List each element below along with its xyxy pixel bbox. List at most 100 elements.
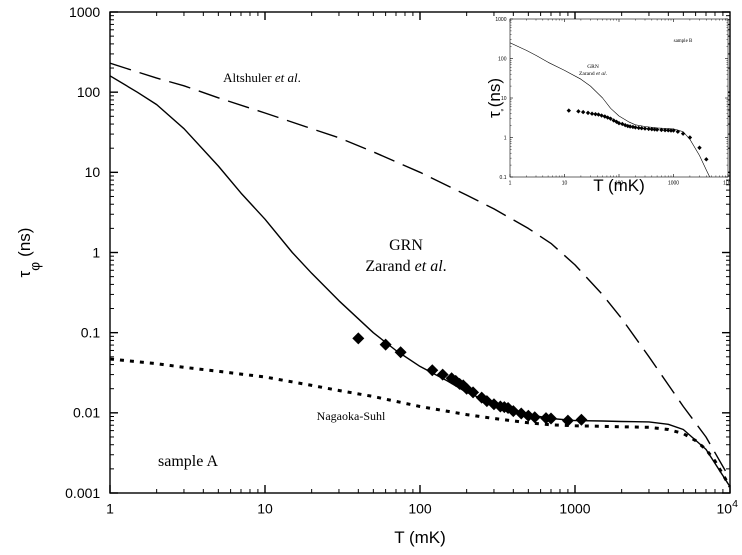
inset-y-tick-label: 10 xyxy=(501,96,507,102)
main-x-tick-label: 1000 xyxy=(559,500,590,516)
inset-plot-frame xyxy=(509,18,729,178)
inset-y-tick-label: 100 xyxy=(498,56,507,62)
inset-x-tick-label: 10 xyxy=(562,180,568,186)
inset-annotation-zarand-part: . xyxy=(606,71,608,77)
main-y-axis-phi: φ xyxy=(27,262,42,271)
inset-x-tick-label: 1000 xyxy=(668,180,679,186)
inset-data-point xyxy=(662,128,668,133)
main-series-1 xyxy=(110,62,730,480)
inset-y-tick-label: 1 xyxy=(504,135,507,141)
inset-data-point xyxy=(649,127,655,132)
inset-y-tick-label: 0.1 xyxy=(500,175,507,181)
inset-x-tick-exp: 4 xyxy=(729,179,731,183)
inset-data-point xyxy=(623,122,628,128)
inset-data-point xyxy=(576,109,581,114)
main-y-tick-label: 0.01 xyxy=(73,405,100,421)
inset-x-axis-title: T (mK) xyxy=(593,176,645,195)
main-y-tick-label: 1000 xyxy=(69,4,100,20)
inset-y-axis-tau: τ xyxy=(485,111,504,118)
main-data-point xyxy=(379,338,392,351)
main-data-point xyxy=(544,412,557,425)
inset-data-point xyxy=(605,115,610,120)
main-x-tick-exp: 4 xyxy=(732,498,738,510)
inset-data-point xyxy=(687,135,693,140)
inset-data-point xyxy=(593,111,598,117)
annotation-zarand-part: et al xyxy=(415,258,444,275)
inset-data-point xyxy=(589,111,595,116)
inset-x-tick-label-last: 104 xyxy=(723,179,731,186)
annotation-altshuler: Altshuler et al. xyxy=(223,70,301,85)
inset-series-0 xyxy=(510,42,711,177)
inset-data-point xyxy=(668,128,674,133)
annotation-sample-a-part: sample A xyxy=(158,453,218,470)
inset-data-point xyxy=(704,157,709,162)
inset-x-tick-label: 100 xyxy=(615,180,624,186)
annotation-nagaoka-suhl-part: Nagaoka-Suhl xyxy=(317,409,386,423)
main-x-axis-title: T (mK) xyxy=(394,528,446,547)
main-x-tick-label-last: 104 xyxy=(716,498,738,516)
inset-data-point xyxy=(580,109,586,115)
inset-data-point xyxy=(642,126,648,131)
inset-y-tick-label: 1000 xyxy=(495,17,506,23)
main-data-point xyxy=(502,401,515,414)
main-series-line-dotted xyxy=(110,357,730,488)
main-y-tick-label: 10 xyxy=(85,164,101,180)
inset-data-point xyxy=(585,110,591,116)
main-y-tick-label: 0.001 xyxy=(65,485,100,501)
inset-x-tick-label: 1 xyxy=(509,180,512,186)
main-data-point xyxy=(426,364,439,377)
annotation-grn: GRN xyxy=(389,237,423,254)
main-series-2 xyxy=(110,357,730,488)
inset-data-point xyxy=(599,113,604,118)
main-y-axis-title: τφ (ns) xyxy=(15,228,42,278)
inset-annotation-zarand: Zarand et al. xyxy=(579,71,608,77)
annotation-altshuler-part: Altshuler xyxy=(223,70,275,85)
inset-data-point xyxy=(675,129,681,134)
main-y-tick-label: 0.1 xyxy=(81,325,101,341)
main-data-point xyxy=(561,414,574,427)
inset-data-point xyxy=(596,112,601,117)
inset-data-point xyxy=(627,124,633,129)
inset-data-point xyxy=(566,108,572,113)
annotation-altshuler-part: et al xyxy=(275,70,298,85)
annotation-sample-a: sample A xyxy=(158,453,218,470)
inset-data-point xyxy=(616,121,622,126)
inset-data-point xyxy=(646,126,651,132)
inset-data-point xyxy=(659,127,664,133)
annotation-altshuler-part: . xyxy=(298,70,301,85)
annotation-zarand-part: Zarand xyxy=(365,258,414,275)
inset-annotation-zarand-part: et al xyxy=(596,71,606,77)
main-y-tick-label: 100 xyxy=(77,84,101,100)
main-data-point xyxy=(467,386,480,399)
main-series-line-solid xyxy=(110,75,730,488)
inset-data-point xyxy=(636,125,641,131)
annotation-zarand: Zarand et al. xyxy=(365,258,446,275)
inset-data-point xyxy=(608,116,613,121)
main-y-tick-label: 1 xyxy=(92,244,100,260)
inset-data-point xyxy=(611,118,616,123)
main-y-axis-unit: (ns) xyxy=(15,228,34,257)
inset-data-point xyxy=(680,131,686,136)
inset-data-point xyxy=(666,128,671,133)
main-y-axis-tau: τ xyxy=(15,270,34,277)
inset-data-point xyxy=(620,121,625,127)
inset-data-point xyxy=(654,127,660,132)
annotation-zarand-part: . xyxy=(443,258,447,275)
inset-series-1 xyxy=(566,108,709,162)
inset-annotation-sample-b: sample B xyxy=(674,39,693,44)
main-series-0 xyxy=(110,75,730,488)
main-data-point xyxy=(528,411,541,424)
inset-data-point xyxy=(652,127,657,132)
main-x-tick-label: 1 xyxy=(106,500,114,516)
inset-data-point xyxy=(639,125,644,131)
main-x-tick-label: 100 xyxy=(408,500,432,516)
main-data-point xyxy=(394,346,407,359)
annotation-grn-part: GRN xyxy=(389,237,423,254)
inset-y-axis-title: τφ(ns) xyxy=(485,78,504,118)
main-x-tick-base: 10 xyxy=(716,500,732,516)
main-x-tick-label: 10 xyxy=(257,500,273,516)
main-data-point xyxy=(352,332,365,345)
main-series-line-dashed xyxy=(110,62,730,480)
